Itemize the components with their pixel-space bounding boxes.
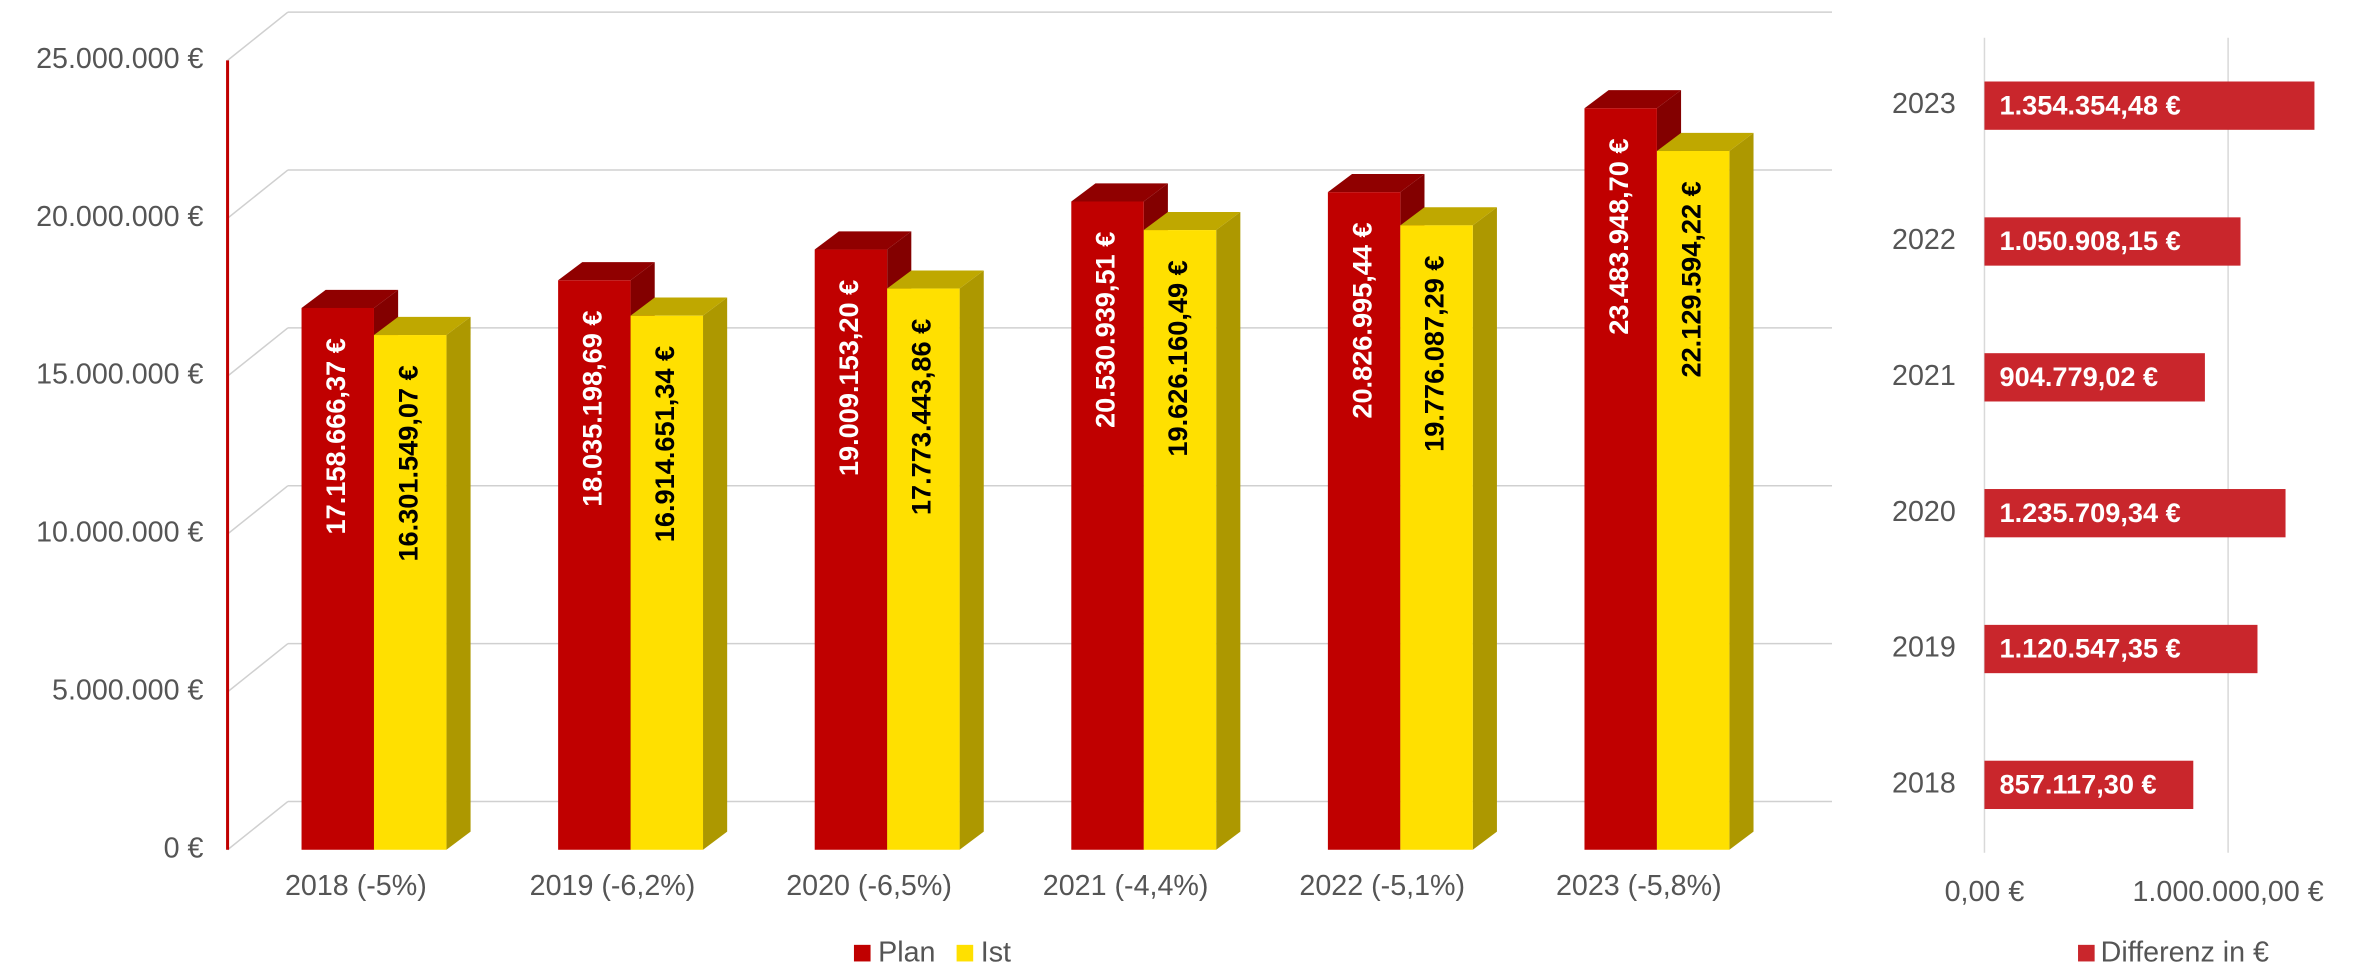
bar-top bbox=[1656, 132, 1754, 152]
bar-3d bbox=[887, 270, 984, 850]
y-tick-label: 2019 bbox=[1892, 632, 1956, 664]
value-label: 904.779,02 € bbox=[2000, 361, 2159, 392]
bar bbox=[558, 280, 631, 850]
value-label: 1.050.908,15 € bbox=[2000, 225, 2181, 256]
y-tick-label: 2020 bbox=[1892, 496, 1956, 528]
value-label: 19.626.160,49 € bbox=[1162, 260, 1193, 456]
bar bbox=[1984, 217, 2241, 266]
y-tick-label: 2023 bbox=[1892, 88, 1956, 120]
x-tick-label: 2018 (-5%) bbox=[285, 870, 427, 902]
value-label: 20.530.939,51 € bbox=[1090, 232, 1121, 428]
bar bbox=[373, 335, 447, 850]
value-label: 17.158.666,37 € bbox=[320, 338, 351, 534]
bar bbox=[1400, 225, 1473, 850]
value-label: 1.120.547,35 € bbox=[2000, 633, 2181, 664]
value-label: 1.354.354,48 € bbox=[2000, 89, 2181, 120]
x-tick-label: 2023 (-5,8%) bbox=[1556, 870, 1722, 902]
bar-top bbox=[1400, 207, 1497, 226]
y-tick-label: 25.000.000 € bbox=[36, 43, 203, 75]
value-label: 22.129.594,22 € bbox=[1675, 181, 1706, 377]
bar bbox=[1984, 624, 2258, 674]
bar bbox=[630, 315, 704, 850]
value-label: 20.826.995,44 € bbox=[1346, 222, 1377, 418]
bar-3d bbox=[373, 316, 471, 850]
grid-line-side bbox=[227, 800, 289, 851]
bar bbox=[1984, 489, 2286, 538]
bar bbox=[814, 249, 888, 850]
bar-top bbox=[1584, 90, 1682, 109]
bar-side bbox=[1472, 207, 1497, 850]
x-tick-label: 2022 (-5,1%) bbox=[1299, 870, 1465, 902]
bar-top bbox=[1071, 183, 1168, 202]
bar bbox=[1984, 760, 2194, 810]
grid-line-side bbox=[227, 327, 289, 377]
bar-3d bbox=[1656, 132, 1754, 850]
x-tick-label: 1.000.000,00 € bbox=[2132, 876, 2323, 908]
y-tick-label: 2018 bbox=[1892, 767, 1956, 799]
bar-top bbox=[1143, 211, 1241, 231]
bar-top bbox=[1327, 174, 1425, 193]
bar bbox=[1327, 192, 1401, 850]
bar bbox=[1656, 151, 1730, 850]
legend-swatch bbox=[956, 944, 974, 962]
bar-top bbox=[887, 270, 984, 289]
value-label: 857.117,30 € bbox=[2000, 769, 2157, 800]
x-tick-label: 2021 (-4,4%) bbox=[1043, 870, 1209, 902]
legend-label: Differenz in € bbox=[2101, 936, 2269, 968]
bar-top bbox=[814, 231, 912, 250]
x-tick-label: 0,00 € bbox=[1945, 876, 2025, 908]
bar bbox=[1584, 108, 1657, 850]
y-tick-label: 0 € bbox=[164, 832, 204, 864]
value-label: 19.009.153,20 € bbox=[833, 280, 864, 476]
bar bbox=[1984, 81, 2315, 130]
y-tick-label: 10.000.000 € bbox=[36, 517, 203, 549]
bar bbox=[301, 307, 374, 850]
bar-top bbox=[373, 316, 471, 336]
y-tick-label: 2022 bbox=[1892, 224, 1956, 256]
bar-top bbox=[558, 262, 655, 281]
y-tick-label: 15.000.000 € bbox=[36, 359, 203, 391]
legend-swatch bbox=[2078, 944, 2095, 962]
bar-top bbox=[301, 289, 399, 308]
grid-line-side bbox=[227, 169, 289, 219]
grid-line-side bbox=[227, 642, 289, 693]
legend-label: Plan bbox=[878, 936, 935, 968]
value-label: 17.773.443,86 € bbox=[906, 319, 937, 515]
value-label: 16.914.651,34 € bbox=[649, 346, 680, 542]
bar-side bbox=[1216, 211, 1241, 850]
y-tick-label: 20.000.000 € bbox=[36, 201, 203, 233]
x-tick-label: 2020 (-6,5%) bbox=[786, 870, 952, 902]
bar-side bbox=[1729, 132, 1754, 850]
bar bbox=[1071, 201, 1144, 850]
bar-side bbox=[959, 270, 984, 850]
bar bbox=[1143, 230, 1217, 850]
y-tick-label: 2021 bbox=[1892, 360, 1956, 392]
bar bbox=[887, 288, 960, 850]
bar-3d bbox=[1400, 207, 1497, 850]
value-label: 16.301.549,07 € bbox=[392, 365, 423, 561]
value-label: 1.235.709,34 € bbox=[2000, 497, 2181, 528]
bar-side bbox=[446, 316, 471, 850]
value-label: 18.035.198,69 € bbox=[577, 310, 608, 506]
bar-3d bbox=[630, 297, 728, 850]
bar bbox=[1984, 353, 2205, 402]
grid-line-side bbox=[227, 11, 289, 61]
value-label: 23.483.948,70 € bbox=[1603, 138, 1634, 334]
legend-swatch bbox=[853, 944, 871, 962]
x-tick-label: 2019 (-6,2%) bbox=[530, 870, 696, 902]
legend-label: Ist bbox=[981, 936, 1011, 968]
bar-3d bbox=[1143, 211, 1241, 850]
bar-side bbox=[703, 297, 728, 850]
y-tick-label: 5.000.000 € bbox=[52, 674, 203, 706]
value-label: 19.776.087,29 € bbox=[1419, 256, 1450, 452]
bar-top bbox=[630, 297, 728, 316]
grid-line-side bbox=[227, 485, 289, 535]
